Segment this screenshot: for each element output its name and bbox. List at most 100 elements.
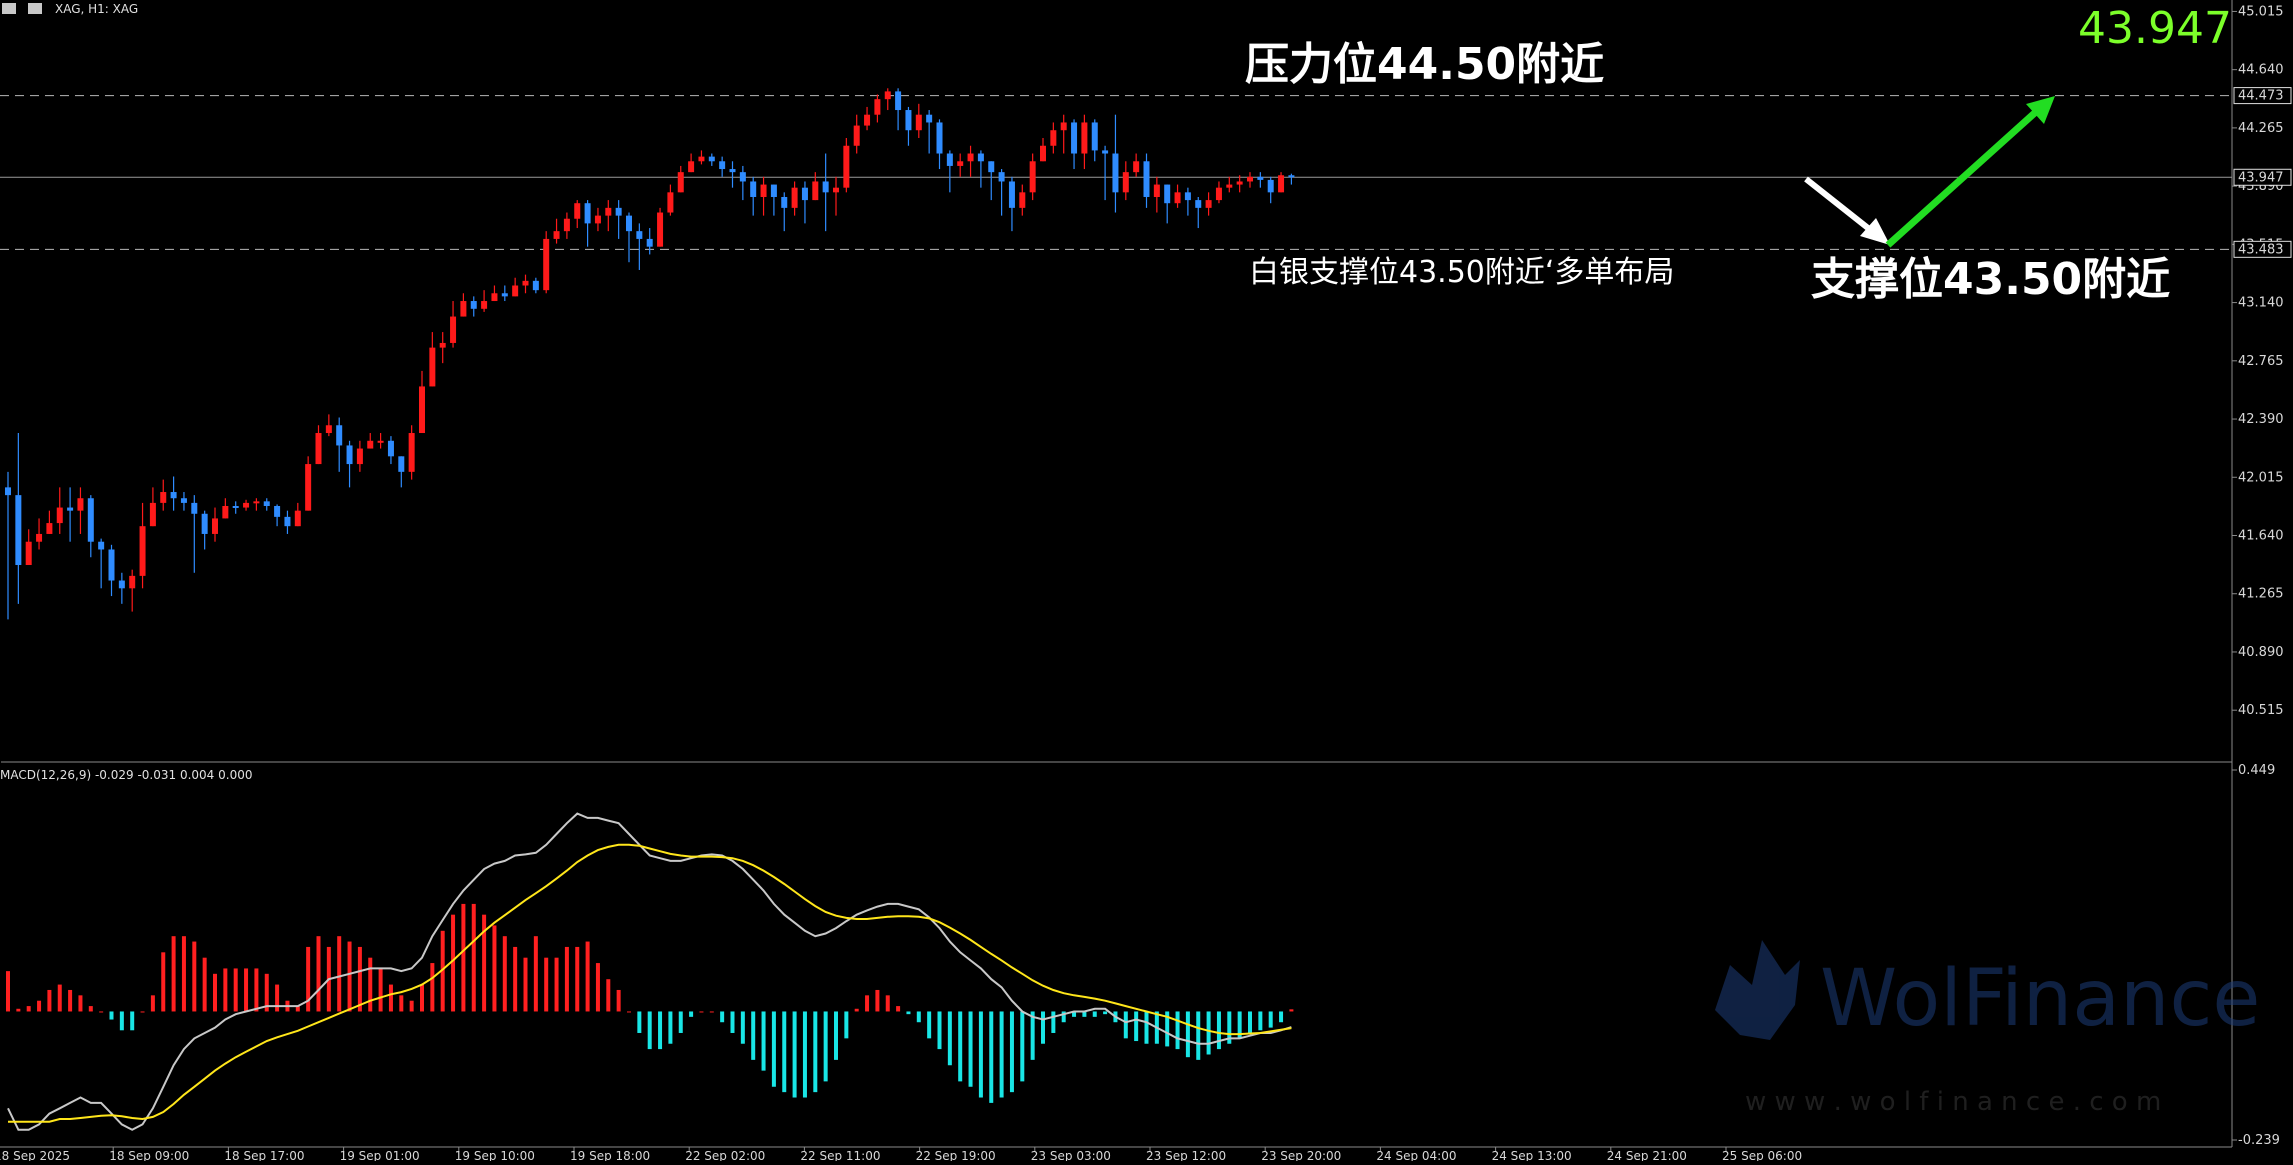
macd-histogram-bar — [564, 946, 569, 1012]
macd-histogram-bar — [78, 995, 83, 1012]
candle-body — [191, 502, 198, 514]
candle-body — [584, 203, 591, 224]
macd-histogram-bar — [119, 1011, 124, 1031]
candle — [739, 165, 746, 201]
candle — [853, 114, 860, 154]
macd-histogram-bar — [658, 1011, 663, 1050]
macd-histogram-bar — [699, 1011, 704, 1013]
macd-histogram-bar — [1092, 1011, 1097, 1017]
candle — [864, 106, 871, 131]
candle — [677, 165, 684, 193]
candle-body — [843, 145, 850, 188]
candle — [429, 332, 436, 387]
time-tick-label: 18 Sep 17:00 — [224, 1149, 304, 1161]
macd-histogram-bar — [440, 930, 445, 1012]
candle — [657, 207, 664, 247]
annotations: 压力位44.50附近 白银支撑位43.50附近‘多单布局 支撑位43.50附近 … — [1245, 3, 2232, 305]
price-tick-label: 43.140 — [2238, 296, 2284, 311]
candle — [563, 212, 570, 239]
candle-body — [822, 181, 829, 193]
candle-body — [853, 125, 860, 146]
price-axis: 45.01544.64044.26543.89043.51543.14042.7… — [2232, 4, 2292, 718]
candle-body — [812, 181, 819, 201]
price-tick-label: 41.265 — [2238, 587, 2284, 602]
candle — [791, 181, 798, 216]
candle-body — [67, 507, 74, 511]
candle — [636, 223, 643, 270]
candle — [1029, 153, 1036, 201]
candle-body — [1174, 192, 1181, 204]
candle — [522, 274, 529, 294]
macd-label: MACD(12,26,9) -0.029 -0.031 0.004 0.000 — [0, 768, 252, 782]
candle — [770, 184, 777, 216]
macd-histogram-bar — [771, 1011, 776, 1087]
candle — [729, 161, 736, 188]
time-tick-label: 19 Sep 10:00 — [455, 1149, 535, 1161]
macd-histogram-bar — [761, 1011, 766, 1071]
candle — [149, 487, 156, 527]
candle — [843, 137, 850, 193]
wolf-logo-icon — [1715, 940, 1800, 1040]
macd-histogram-bar — [368, 957, 373, 1012]
candle — [450, 301, 457, 348]
macd-histogram-bar — [885, 995, 890, 1012]
candle-body — [760, 184, 767, 197]
macd-histogram-bar — [802, 1011, 807, 1098]
candle-body — [739, 172, 746, 182]
candle — [946, 150, 953, 193]
candle-body — [781, 196, 788, 208]
candle — [46, 510, 53, 534]
candle — [139, 502, 146, 589]
time-tick-label: 24 Sep 21:00 — [1607, 1149, 1687, 1161]
candle — [884, 88, 891, 111]
macd-histogram-bar — [26, 1006, 31, 1012]
reference-price-tag — [2233, 240, 2292, 258]
macd-histogram-bar — [647, 1011, 652, 1050]
candle-body — [501, 293, 508, 297]
macd-histogram-bar — [130, 1011, 135, 1031]
candle-body — [626, 215, 632, 232]
candle-body — [895, 91, 902, 111]
candle — [936, 119, 943, 170]
candle-body — [791, 187, 798, 208]
candle-body — [988, 161, 995, 173]
window-menu-icon[interactable] — [2, 3, 16, 14]
candle-body — [1153, 184, 1160, 197]
candle-body — [905, 110, 912, 131]
candle-body — [677, 172, 684, 193]
candle-body — [926, 114, 933, 123]
candle-body — [708, 156, 715, 162]
macd-histogram-bar — [150, 995, 155, 1012]
candle — [1153, 176, 1160, 213]
candle — [25, 529, 32, 566]
candle — [998, 169, 1005, 216]
candle-body — [243, 502, 250, 508]
candle — [750, 176, 757, 216]
macd-histogram-bar — [192, 941, 197, 1012]
macd-histogram-bar — [947, 1011, 952, 1066]
macd-histogram-bar — [347, 941, 352, 1012]
candle-body — [512, 285, 519, 297]
macd-histogram-bar — [958, 1011, 963, 1082]
macd-histogram-bar — [875, 989, 880, 1012]
candle-body — [615, 207, 622, 216]
macd-histogram-bar — [171, 936, 176, 1012]
candle-body — [563, 218, 570, 232]
candle — [977, 150, 984, 188]
candle — [232, 501, 239, 514]
time-tick-label: 24 Sep 04:00 — [1376, 1149, 1456, 1161]
candle — [387, 436, 394, 465]
macd-histogram-bar — [223, 968, 228, 1012]
price-tick-label: 42.390 — [2238, 412, 2284, 427]
macd-histogram-bar — [16, 1008, 21, 1012]
macd-histogram-bar — [461, 903, 466, 1012]
resistance-annotation: 压力位44.50附近 — [1245, 39, 1604, 90]
candle-body — [770, 184, 777, 197]
macd-histogram-bar — [533, 936, 538, 1012]
candle — [708, 153, 715, 166]
candle — [1195, 196, 1202, 229]
candle-body — [936, 122, 943, 154]
candle-body — [139, 526, 146, 576]
